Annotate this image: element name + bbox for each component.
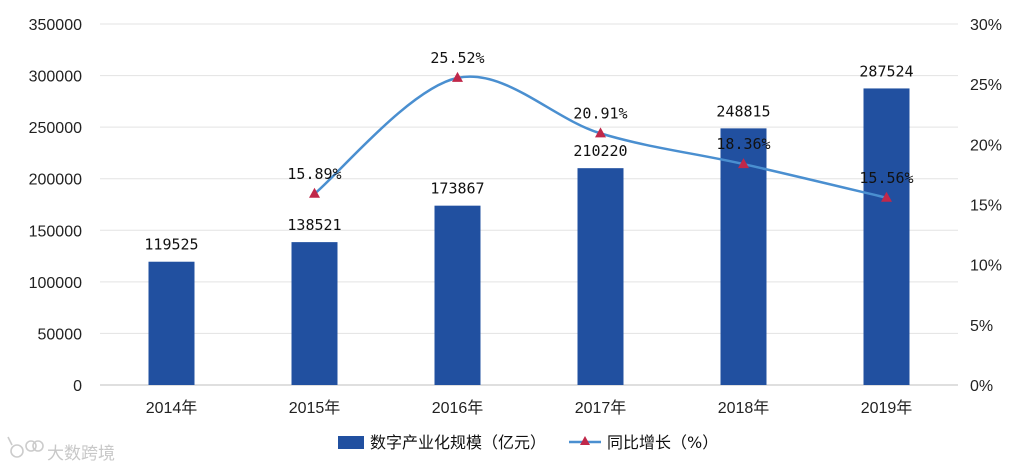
bar-value-label: 287524 (859, 62, 913, 80)
legend: 数字产业化规模（亿元） 同比增长（%） (338, 433, 718, 452)
gridlines (100, 23, 958, 386)
bar-value-label: 210220 (573, 142, 627, 160)
right-axis-ticks: 0% 5% 10% 15% 20% 25% 30% (970, 17, 1002, 395)
watermark: 大数跨境 (7, 436, 115, 464)
right-tick-label: 30% (970, 17, 1002, 34)
bar (291, 242, 338, 385)
line-series (309, 71, 892, 202)
line-value-label: 18.36% (716, 135, 770, 153)
line-data-labels: 15.89% 25.52% 20.91% 18.36% 15.56% (287, 49, 913, 187)
line-point-marker (738, 158, 749, 169)
left-tick-label: 300000 (29, 69, 82, 86)
legend-label-bar: 数字产业化规模（亿元） (370, 433, 546, 452)
bar-value-label: 119525 (144, 236, 198, 254)
left-tick-label: 200000 (29, 172, 82, 189)
watermark-text: 大数跨境 (47, 444, 115, 464)
legend-swatch-bar (338, 436, 364, 449)
bar-series (148, 88, 910, 386)
bar (863, 88, 910, 386)
left-tick-label: 350000 (29, 17, 82, 34)
x-axis-ticks: 2014年 2015年 2016年 2017年 2018年 2019年 (146, 399, 913, 417)
line-point-marker (452, 71, 463, 82)
x-tick-label: 2017年 (575, 399, 627, 417)
line-value-label: 20.91% (573, 104, 627, 122)
left-tick-label: 250000 (29, 120, 82, 137)
left-tick-label: 100000 (29, 275, 82, 292)
bar (148, 261, 195, 385)
right-tick-label: 10% (970, 258, 1002, 275)
left-tick-label: 150000 (29, 223, 82, 240)
x-tick-label: 2019年 (861, 399, 913, 417)
bar-value-label: 138521 (287, 216, 341, 234)
bar-value-label: 248815 (716, 102, 770, 120)
left-axis-ticks: 0 50000 100000 150000 200000 250000 300000 3500… (29, 17, 82, 395)
legend-label-line: 同比增长（%） (607, 433, 718, 452)
x-tick-label: 2014年 (146, 399, 198, 417)
watermark-logo-icon (7, 436, 44, 458)
line-point-marker (881, 191, 892, 202)
legend-marker-triangle-icon (580, 436, 590, 445)
right-tick-label: 0% (970, 378, 993, 395)
right-tick-label: 20% (970, 137, 1002, 154)
x-tick-label: 2015年 (289, 399, 341, 417)
right-tick-label: 25% (970, 77, 1002, 94)
line-point-marker (595, 127, 606, 138)
left-tick-label: 50000 (38, 326, 83, 343)
x-tick-label: 2016年 (432, 399, 484, 417)
bar-value-label: 173867 (430, 180, 484, 198)
right-tick-label: 5% (970, 318, 993, 335)
x-tick-label: 2018年 (718, 399, 770, 417)
left-tick-label: 0 (73, 378, 82, 395)
line-value-label: 25.52% (430, 49, 484, 67)
bar (434, 205, 481, 385)
bar (720, 128, 767, 385)
bar (577, 168, 624, 385)
right-tick-label: 15% (970, 198, 1002, 215)
line-value-label: 15.89% (287, 165, 341, 183)
bar-data-labels: 119525 138521 173867 210220 248815 287524 (144, 62, 913, 253)
line-value-label: 15.56% (859, 169, 913, 187)
line-point-marker (309, 187, 320, 198)
